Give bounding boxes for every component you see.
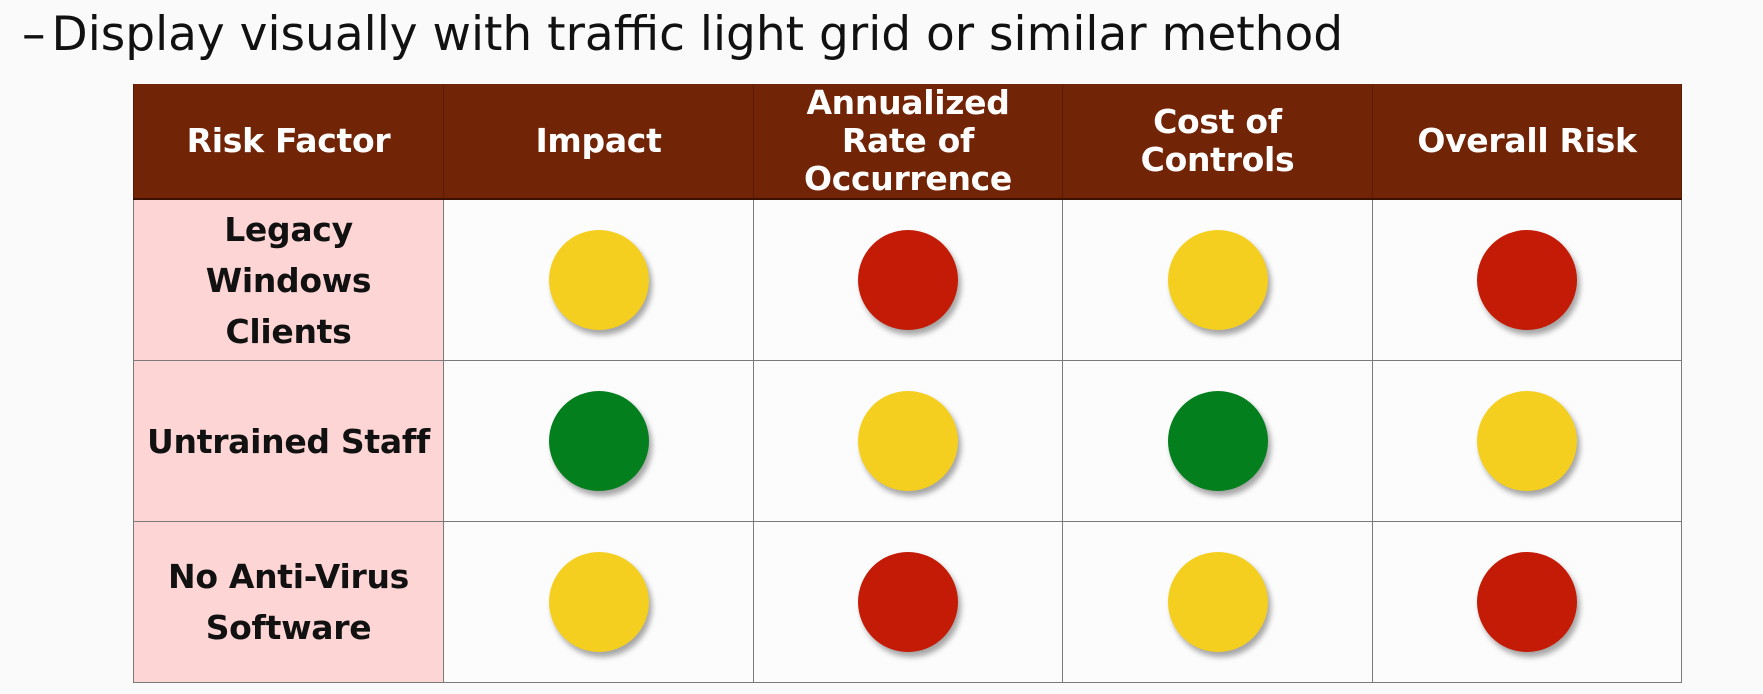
yellow-traffic-light: [548, 230, 649, 330]
overall-risk-cell: [1372, 521, 1682, 683]
red-traffic-light: [858, 230, 958, 330]
header-row: Risk Factor Impact Annualized Rate of Oc…: [133, 84, 1682, 200]
risk-factor-cell: No Anti-Virus Software: [133, 521, 444, 683]
table-row: Untrained Staff: [133, 360, 1682, 522]
yellow-traffic-light: [1167, 230, 1268, 330]
red-traffic-light: [1477, 552, 1577, 652]
impact-cell: [443, 521, 754, 683]
bullet-text: Display visually with traffic light grid…: [51, 6, 1344, 62]
yellow-traffic-light: [548, 552, 649, 652]
yellow-traffic-light: [858, 391, 958, 491]
table-row: No Anti-Virus Software: [133, 521, 1682, 683]
header-impact: Impact: [443, 84, 754, 200]
table-row: Legacy Windows Clients: [133, 198, 1682, 361]
risk-factor-cell: Legacy Windows Clients: [133, 198, 444, 361]
bullet-point: – Display visually with traffic light gr…: [22, 2, 1343, 66]
aro-cell: [753, 521, 1063, 683]
red-traffic-light: [858, 552, 958, 652]
risk-factor-cell: Untrained Staff: [133, 360, 444, 522]
yellow-traffic-light: [1477, 391, 1577, 491]
header-cost-of-controls: Cost of Controls: [1062, 84, 1373, 200]
overall-risk-cell: [1372, 360, 1682, 522]
header-overall-risk: Overall Risk: [1372, 84, 1682, 200]
impact-cell: [443, 360, 754, 522]
yellow-traffic-light: [1167, 552, 1268, 652]
bullet-dash: –: [22, 6, 46, 62]
overall-risk-cell: [1372, 198, 1682, 361]
cost-cell: [1062, 360, 1373, 522]
cost-cell: [1062, 198, 1373, 361]
traffic-light-grid: Risk Factor Impact Annualized Rate of Oc…: [133, 84, 1682, 683]
aro-cell: [753, 360, 1063, 522]
red-traffic-light: [1477, 230, 1577, 330]
aro-cell: [753, 198, 1063, 361]
green-traffic-light: [1167, 391, 1268, 491]
header-risk-factor: Risk Factor: [133, 84, 444, 200]
green-traffic-light: [548, 391, 649, 491]
impact-cell: [443, 198, 754, 361]
cost-cell: [1062, 521, 1373, 683]
header-annualized-rate: Annualized Rate of Occurrence: [753, 84, 1063, 200]
